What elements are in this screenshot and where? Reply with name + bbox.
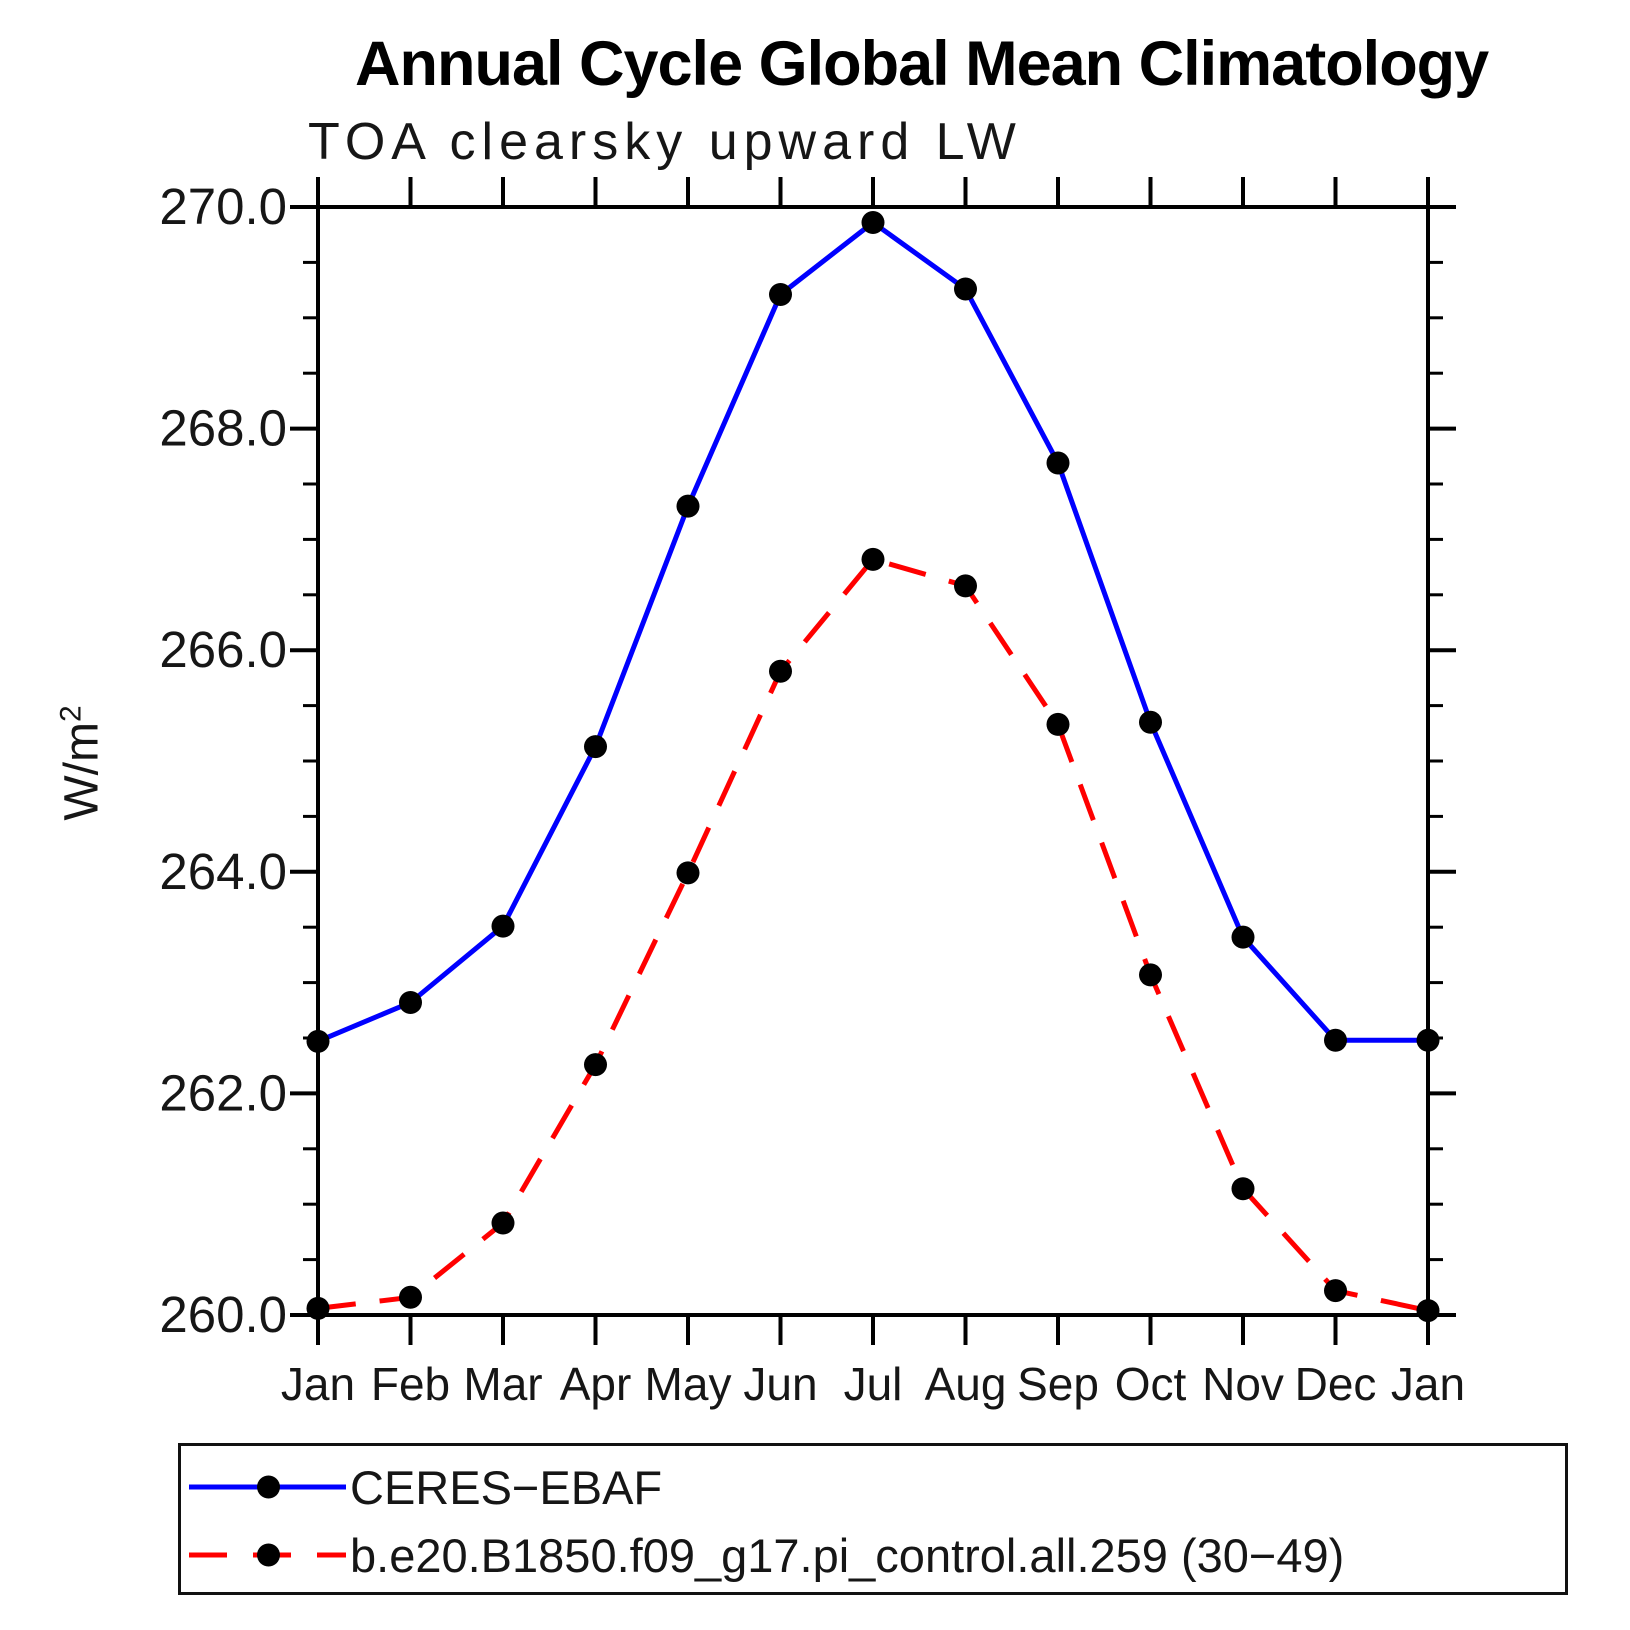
x-tick-label: Oct (1115, 1358, 1187, 1410)
x-tick-label: Feb (371, 1358, 450, 1410)
series-lines (317, 220, 1429, 1314)
y-tick-label: 268.0 (159, 400, 287, 457)
x-tick-label: Sep (1017, 1358, 1099, 1410)
data-point (306, 1029, 330, 1053)
marker-dot-icon (257, 1475, 280, 1499)
data-point (491, 914, 515, 938)
data-point (769, 659, 792, 683)
data-point (861, 211, 885, 235)
data-point (1046, 712, 1070, 736)
data-point (1416, 1028, 1440, 1052)
axis-frame (316, 205, 1430, 1317)
data-point (676, 494, 700, 518)
data-point (399, 1285, 422, 1309)
data-point (954, 277, 977, 301)
data-point (1416, 1299, 1440, 1323)
legend-label: CERES−EBAF (350, 1460, 663, 1514)
chart-title: Annual Cycle Global Mean Climatology (355, 29, 1489, 99)
data-point (584, 1053, 607, 1077)
y-tick-label: 260.0 (159, 1286, 287, 1343)
x-tick-label: Apr (560, 1358, 632, 1410)
marker-dot-icon (257, 1543, 280, 1567)
legend-sample-dashed (189, 1543, 346, 1567)
x-tick-labels: Jan Feb Mar Apr May Jun Jul Aug Sep Oct Nov Dec Jan (281, 1358, 1465, 1410)
y-tick-label: 266.0 (159, 621, 287, 678)
data-point (491, 1211, 515, 1235)
data-point (1231, 925, 1255, 949)
data-point (861, 547, 885, 571)
legend-box: CERES−EBAF b.e20.B1850.f09_g17.pi_contro… (178, 1443, 1568, 1595)
x-tick-label: Jun (743, 1358, 817, 1410)
data-point (1324, 1028, 1347, 1052)
series-line-0 (317, 220, 1428, 1044)
x-tick-label: Nov (1202, 1358, 1284, 1410)
y-tick-label: 264.0 (159, 843, 287, 900)
x-tick-label: Aug (925, 1358, 1007, 1410)
data-point (584, 735, 607, 759)
y-tick-label: 270.0 (159, 178, 287, 235)
chart-subtitle: TOA clearsky upward LW (308, 113, 1022, 171)
x-tick-label: May (645, 1358, 732, 1410)
x-tick-label: Jul (844, 1358, 903, 1410)
data-point (1046, 451, 1070, 475)
y-tick-labels: 260.0 262.0 264.0 266.0 268.0 270.0 (159, 178, 287, 1343)
legend-sample-solid (189, 1475, 346, 1499)
axis-ticks (290, 177, 1456, 1345)
data-point (676, 861, 700, 885)
x-tick-label: Jan (281, 1358, 355, 1410)
data-point (1324, 1279, 1347, 1303)
y-tick-label: 262.0 (159, 1064, 287, 1121)
data-point (1231, 1177, 1255, 1201)
x-tick-label: Dec (1295, 1358, 1377, 1410)
data-point (769, 283, 792, 307)
series-markers (306, 211, 1440, 1323)
data-point (1139, 710, 1162, 734)
data-point (399, 991, 422, 1015)
legend-entry-model: b.e20.B1850.f09_g17.pi_control.all.259 (… (189, 1528, 1557, 1582)
data-point (306, 1296, 330, 1320)
series-line-1 (317, 556, 1429, 1314)
data-point (1139, 963, 1162, 987)
legend-label: b.e20.B1850.f09_g17.pi_control.all.259 (… (350, 1528, 1345, 1582)
x-tick-label: Mar (463, 1358, 542, 1410)
legend-entry-ceres: CERES−EBAF (189, 1460, 1557, 1514)
x-tick-label: Jan (1391, 1358, 1465, 1410)
data-point (954, 574, 977, 598)
plot-frame (316, 205, 1430, 1317)
